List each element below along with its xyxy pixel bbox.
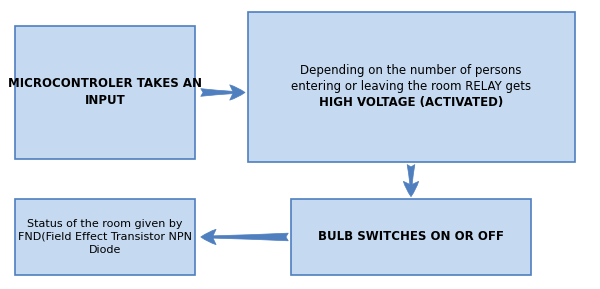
Text: BULB SWITCHES ON OR OFF: BULB SWITCHES ON OR OFF <box>318 231 504 243</box>
Text: entering or leaving the room RELAY gets: entering or leaving the room RELAY gets <box>291 80 531 93</box>
FancyBboxPatch shape <box>248 12 575 162</box>
Text: MICROCONTROLER TAKES AN
INPUT: MICROCONTROLER TAKES AN INPUT <box>8 77 202 108</box>
Text: Depending on the number of persons: Depending on the number of persons <box>300 64 522 77</box>
FancyBboxPatch shape <box>15 26 195 159</box>
Text: HIGH VOLTAGE (ACTIVATED): HIGH VOLTAGE (ACTIVATED) <box>319 96 503 109</box>
FancyBboxPatch shape <box>15 199 195 275</box>
FancyBboxPatch shape <box>291 199 531 275</box>
Text: Status of the room given by
FND(Field Effect Transistor NPN
Diode: Status of the room given by FND(Field Ef… <box>18 219 192 255</box>
